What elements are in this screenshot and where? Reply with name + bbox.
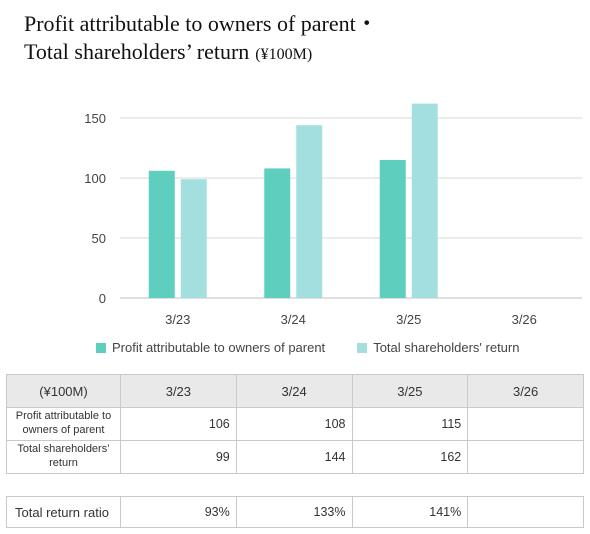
- legend-item-return: Total shareholders' return: [357, 340, 519, 355]
- bar-return: [180, 179, 207, 298]
- table-unit-header: (¥100M): [6, 374, 121, 408]
- legend-item-profit: Profit attributable to owners of parent: [96, 340, 325, 355]
- table-header-cell: 3/23: [120, 374, 237, 408]
- table-header-cell: 3/25: [351, 374, 469, 408]
- legend-label-profit: Profit attributable to owners of parent: [112, 340, 326, 355]
- legend-label-return: Total shareholders' return: [373, 340, 520, 355]
- table-cell: [467, 407, 584, 441]
- table-cell: 162: [351, 440, 469, 474]
- legend-swatch-profit: [96, 342, 106, 353]
- x-tick-label: 3/23: [165, 312, 190, 327]
- table-row: Total shareholders’ return 99 144 162: [6, 440, 584, 474]
- chart-title: Profit attributable to owners of parent・…: [24, 10, 378, 65]
- table-cell: 144: [235, 440, 353, 474]
- title-line-2-text: Total shareholders’ return: [24, 38, 250, 64]
- data-table: (¥100M) 3/23 3/24 3/25 3/26 Profit attri…: [6, 374, 584, 474]
- y-tick-label: 50: [92, 231, 106, 246]
- chart-legend: Profit attributable to owners of parent …: [96, 340, 519, 355]
- x-tick-label: 3/24: [281, 312, 306, 327]
- row-label: Profit attributable to owners of parent: [6, 407, 121, 441]
- legend-swatch-return: [357, 342, 368, 353]
- table-row: Total return ratio 93% 133% 141%: [6, 496, 584, 528]
- row-label: Total shareholders’ return: [6, 440, 121, 474]
- table-cell: 141%: [351, 496, 469, 528]
- row-label: Total return ratio: [6, 496, 121, 528]
- title-line-2: Total shareholders’ return (¥100M): [24, 38, 378, 66]
- title-unit: (¥100M): [255, 45, 313, 63]
- table-cell: [467, 496, 584, 528]
- table-cell: [467, 440, 584, 474]
- y-tick-label: 0: [99, 291, 106, 306]
- bar-profit: [148, 170, 175, 298]
- y-tick-label: 100: [84, 171, 106, 186]
- table-cell: 93%: [120, 496, 237, 528]
- y-tick-label: 150: [84, 111, 106, 126]
- x-tick-label: 3/26: [512, 312, 537, 327]
- table-cell: 106: [120, 407, 237, 441]
- table-header-cell: 3/24: [235, 374, 353, 408]
- table-cell: 115: [351, 407, 469, 441]
- bar-return: [411, 103, 438, 298]
- title-line-1: Profit attributable to owners of parent・: [24, 11, 378, 36]
- table-cell: 99: [120, 440, 237, 474]
- table-cell: 108: [235, 407, 353, 441]
- bar-chart: 0 50 100 150 3/23 3/24 3/25 3/26: [84, 103, 582, 327]
- table-row: Profit attributable to owners of parent …: [6, 407, 584, 441]
- table-header-cell: 3/26: [467, 374, 584, 408]
- ratio-table: Total return ratio 93% 133% 141%: [6, 496, 584, 528]
- bar-profit: [264, 168, 291, 298]
- table-header-row: (¥100M) 3/23 3/24 3/25 3/26: [6, 374, 584, 408]
- bar-return: [296, 125, 323, 298]
- table-cell: 133%: [235, 496, 353, 528]
- x-tick-label: 3/25: [396, 312, 421, 327]
- bar-profit: [379, 160, 406, 298]
